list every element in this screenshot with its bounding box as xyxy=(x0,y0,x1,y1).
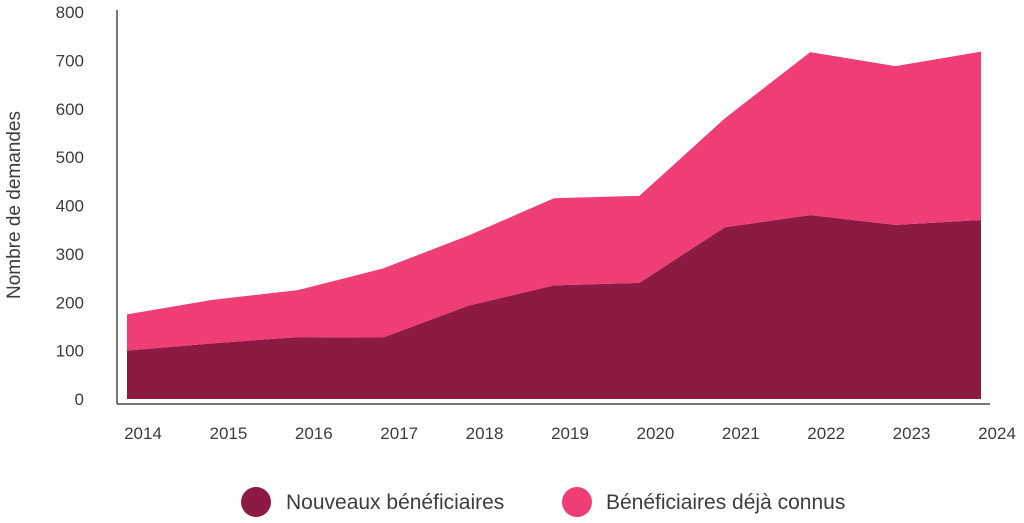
y-axis-title: Nombre de demandes xyxy=(4,111,25,299)
x-tick-label: 2016 xyxy=(295,424,333,443)
x-tick-labels: 2014 2015 2016 2017 2018 2019 2020 2021 2022 2023… xyxy=(124,424,1016,443)
area-series-1 xyxy=(127,215,981,399)
y-tick-label: 500 xyxy=(56,148,84,167)
x-tick-label: 2014 xyxy=(124,424,162,443)
x-tick-label: 2020 xyxy=(636,424,674,443)
legend-label-2: Bénéficiaires déjà connus xyxy=(606,491,845,514)
x-tick-label: 2024 xyxy=(978,424,1016,443)
y-tick-labels: 0 100 200 300 400 500 600 700 800 xyxy=(56,3,84,409)
y-tick-label: 0 xyxy=(75,390,84,409)
area-series-2 xyxy=(127,51,981,351)
legend-swatch-2 xyxy=(562,487,592,517)
x-tick-label: 2022 xyxy=(807,424,845,443)
x-tick-label: 2018 xyxy=(466,424,504,443)
y-tick-label: 700 xyxy=(56,51,84,70)
y-tick-label: 100 xyxy=(56,342,84,361)
legend-label-1: Nouveaux bénéficiaires xyxy=(286,491,504,514)
y-tick-label: 200 xyxy=(56,293,84,312)
legend: Nouveaux bénéficiaires Bénéficiaires déjà… xyxy=(241,487,845,517)
x-tick-label: 2017 xyxy=(380,424,418,443)
x-tick-label: 2021 xyxy=(722,424,760,443)
y-tick-label: 600 xyxy=(56,100,84,119)
areas-layer xyxy=(127,51,981,399)
y-tick-label: 800 xyxy=(56,3,84,22)
legend-swatch-1 xyxy=(241,487,271,517)
x-tick-label: 2019 xyxy=(551,424,589,443)
x-tick-label: 2015 xyxy=(209,424,247,443)
y-tick-label: 300 xyxy=(56,245,84,264)
x-tick-label: 2023 xyxy=(893,424,931,443)
axes-layer xyxy=(116,10,990,405)
y-tick-label: 400 xyxy=(56,197,84,216)
